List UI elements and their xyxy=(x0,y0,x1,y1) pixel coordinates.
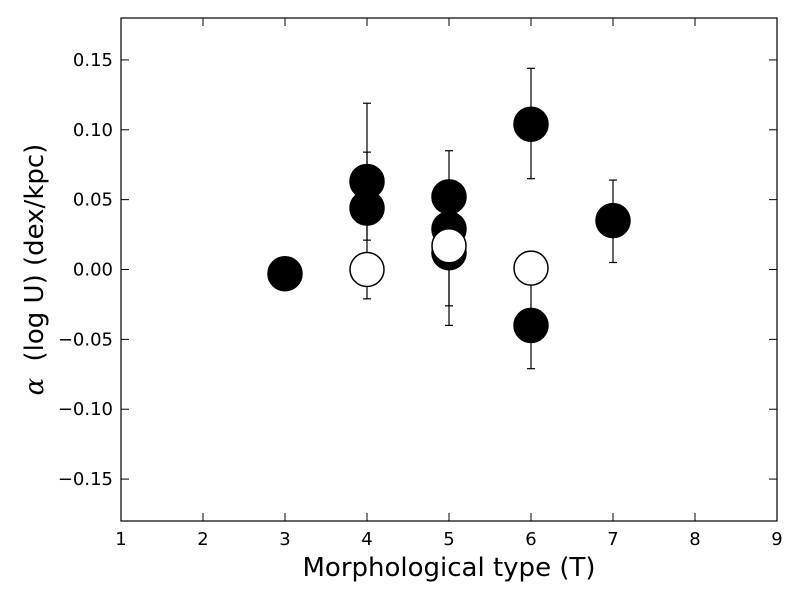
x-axis-title: Morphological type (T) xyxy=(302,553,595,583)
x-tick-label: 8 xyxy=(689,529,700,550)
filled-data-point xyxy=(267,255,303,292)
filled-data-point xyxy=(595,202,631,239)
y-tick-label: 0.10 xyxy=(73,120,113,141)
open-data-point xyxy=(431,227,467,264)
y-tick-label: 0.15 xyxy=(73,50,113,71)
y-axis-label: (log U) (dex/kpc) xyxy=(20,144,50,362)
y-tick-label: 0.05 xyxy=(73,190,113,211)
filled-data-point xyxy=(431,179,467,215)
filled-data-point xyxy=(513,106,549,142)
open-data-point xyxy=(349,251,385,288)
x-tick-label: 1 xyxy=(115,529,126,550)
open-data-point xyxy=(513,250,549,286)
x-tick-label: 9 xyxy=(771,529,782,550)
x-tick-label: 7 xyxy=(607,529,618,550)
y-tick-label: −0.05 xyxy=(58,329,113,350)
x-tick-label: 5 xyxy=(443,529,454,550)
y-axis-title: α (log U) (dex/kpc) xyxy=(20,144,50,396)
data-markers xyxy=(267,106,631,344)
x-tick-label: 3 xyxy=(279,529,290,550)
x-tick-label: 4 xyxy=(361,529,372,550)
error-bars xyxy=(363,67,617,370)
x-tick-label: 6 xyxy=(525,529,536,550)
x-tick-label: 2 xyxy=(197,529,208,550)
y-tick-label: 0.00 xyxy=(73,260,113,281)
y-tick-label: −0.10 xyxy=(58,399,113,420)
axis-ticks xyxy=(120,18,778,521)
y-tick-label: −0.15 xyxy=(58,469,113,490)
filled-data-point xyxy=(349,190,385,226)
y-axis-symbol: α xyxy=(20,377,50,395)
filled-data-point xyxy=(513,307,549,344)
y-tick-labels: −0.15 −0.10 −0.05 0.00 0.05 0.10 0.15 xyxy=(58,50,113,490)
x-tick-labels: 1 2 3 4 5 6 7 8 9 xyxy=(115,529,782,550)
